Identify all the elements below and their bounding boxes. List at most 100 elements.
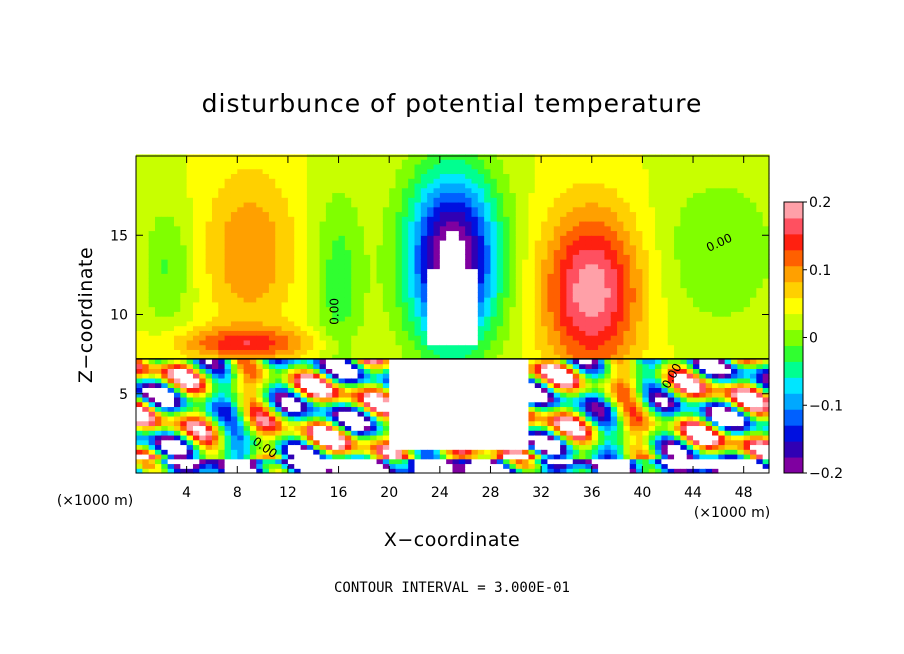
heatmap-cell [332,453,340,460]
heatmap-cell [427,206,435,213]
heatmap-cell [294,373,302,379]
heatmap-cell [395,425,403,431]
heatmap-cell [136,282,143,289]
heatmap-cell [395,278,403,284]
heatmap-cell [357,311,365,317]
heatmap-cell [161,411,169,417]
heatmap-cell [458,244,466,251]
heatmap-cell [313,220,321,227]
heatmap-cell [496,297,504,303]
heatmap-cell [287,268,295,274]
heatmap-cell [325,287,333,293]
heatmap-cell [205,192,213,198]
heatmap-cell [465,439,473,446]
heatmap-cell [604,420,612,427]
heatmap-cell [148,358,156,365]
heatmap-cell [142,220,150,227]
heatmap-cell [477,192,485,198]
heatmap-cell [382,401,390,408]
heatmap-cell [408,439,416,446]
heatmap-cell [427,468,435,474]
heatmap-cell [338,349,346,355]
heatmap-cell [433,244,441,251]
heatmap-cell [275,434,283,441]
heatmap-cell [142,434,150,441]
heatmap-cell [294,387,302,393]
heatmap-cell [319,430,327,436]
heatmap-cell [370,373,378,379]
heatmap-cell [541,216,549,222]
heatmap-cell [553,468,561,474]
heatmap-cell [547,320,555,327]
heatmap-cell [566,187,574,194]
heatmap-cell [585,434,593,441]
heatmap-cell [332,201,340,208]
heatmap-cell [509,415,517,422]
heatmap-cell [262,159,270,165]
heatmap-cell [319,382,327,389]
heatmap-cell [205,211,213,217]
heatmap-cell [541,311,549,317]
heatmap-cell [560,377,568,384]
heatmap-cell [458,354,466,360]
heatmap-cell [452,301,460,308]
heatmap-cell [344,182,352,189]
heatmap-cell [427,192,435,198]
heatmap-cell [446,449,454,455]
heatmap-cell [604,458,612,465]
heatmap-cell [490,349,498,355]
heatmap-cell [268,249,276,255]
heatmap-cell [199,401,207,408]
heatmap-cell [211,263,219,270]
heatmap-cell [401,344,409,350]
heatmap-cell [370,396,378,403]
heatmap-cell [490,463,498,469]
heatmap-cell [401,363,409,369]
heatmap-cell [591,363,599,369]
heatmap-cell [452,439,460,446]
heatmap-cell [192,273,200,279]
heatmap-cell [161,268,169,274]
heatmap-cell [465,363,473,369]
heatmap-cell [199,439,207,446]
heatmap-cell [161,206,169,213]
heatmap-cell [484,173,492,179]
heatmap-cell [439,263,447,270]
heatmap-cell [490,453,498,460]
heatmap-cell [243,244,251,251]
heatmap-cell [452,216,460,222]
heatmap-cell [560,154,568,160]
heatmap-cell [351,406,359,412]
heatmap-cell [325,249,333,255]
heatmap-cell [408,240,416,246]
heatmap-cell [237,301,245,308]
heatmap-cell [199,406,207,412]
heatmap-cell [553,453,561,460]
heatmap-cell [218,278,226,284]
heatmap-cell [572,187,580,194]
heatmap-cell [509,154,517,160]
heatmap-cell [319,358,327,365]
heatmap-cell [281,382,289,389]
heatmap-cell [268,192,276,198]
heatmap-cell [186,406,194,412]
heatmap-cell [148,453,156,460]
heatmap-cell [414,159,422,165]
heatmap-cell [218,354,226,360]
heatmap-cell [572,434,580,441]
heatmap-cell [363,178,371,184]
heatmap-cell [522,439,530,446]
heatmap-cell [136,396,143,403]
heatmap-cell [357,344,365,350]
heatmap-cell [395,192,403,198]
heatmap-cell [414,292,422,298]
heatmap-cell [237,254,245,260]
heatmap-cell [604,339,612,346]
heatmap-cell [471,182,479,189]
heatmap-cell [205,325,213,331]
heatmap-cell [294,292,302,298]
heatmap-cell [471,282,479,289]
heatmap-cell [515,439,523,446]
heatmap-cell [161,316,169,322]
heatmap-cell [230,439,238,446]
